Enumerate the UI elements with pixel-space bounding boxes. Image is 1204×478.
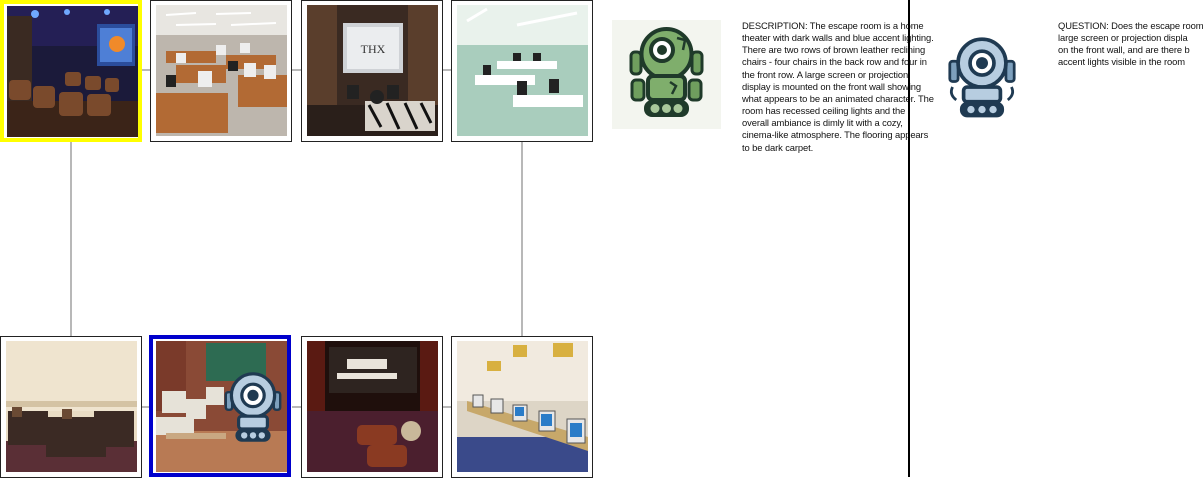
- thx-label: THX: [361, 42, 386, 56]
- panel-divider: [908, 0, 910, 477]
- image-tile-home-theater[interactable]: [0, 0, 142, 142]
- lecture-seats-photo: [6, 341, 137, 472]
- image-tile-green-lab[interactable]: [451, 0, 593, 142]
- image-tile-lecture-seats[interactable]: [0, 336, 142, 478]
- green-lab-photo: [457, 5, 588, 136]
- question-line: QUESTION: Does the escape room: [1058, 20, 1204, 31]
- image-tile-thx-theater[interactable]: THX: [301, 0, 443, 142]
- image-tile-computer-lab[interactable]: [150, 0, 292, 142]
- thx-theater-photo: THX: [307, 5, 438, 136]
- image-tile-computer-classroom[interactable]: [149, 335, 291, 477]
- question-line: large screen or projection displa: [1058, 32, 1188, 44]
- dark-cinema-photo: [307, 341, 438, 472]
- long-desk-lab-photo: [457, 341, 588, 472]
- green-robot-card: [612, 20, 721, 129]
- home-theater-photo: [7, 6, 138, 137]
- description-text: DESCRIPTION: The escape room is a home t…: [742, 20, 934, 153]
- question-text: QUESTION: Does the escape room large scr…: [1058, 20, 1204, 69]
- question-line: on the front wall, and are there b: [1058, 44, 1190, 56]
- blue-robot-icon: [948, 37, 1016, 118]
- image-tile-dark-cinema[interactable]: [301, 336, 443, 478]
- image-tile-long-desk-lab[interactable]: [451, 336, 593, 478]
- robot-overlay-icon: [224, 372, 282, 442]
- question-line: accent lights visible in the room: [1058, 56, 1185, 68]
- green-robot-icon: [629, 27, 704, 117]
- computer-lab-photo: [156, 5, 287, 136]
